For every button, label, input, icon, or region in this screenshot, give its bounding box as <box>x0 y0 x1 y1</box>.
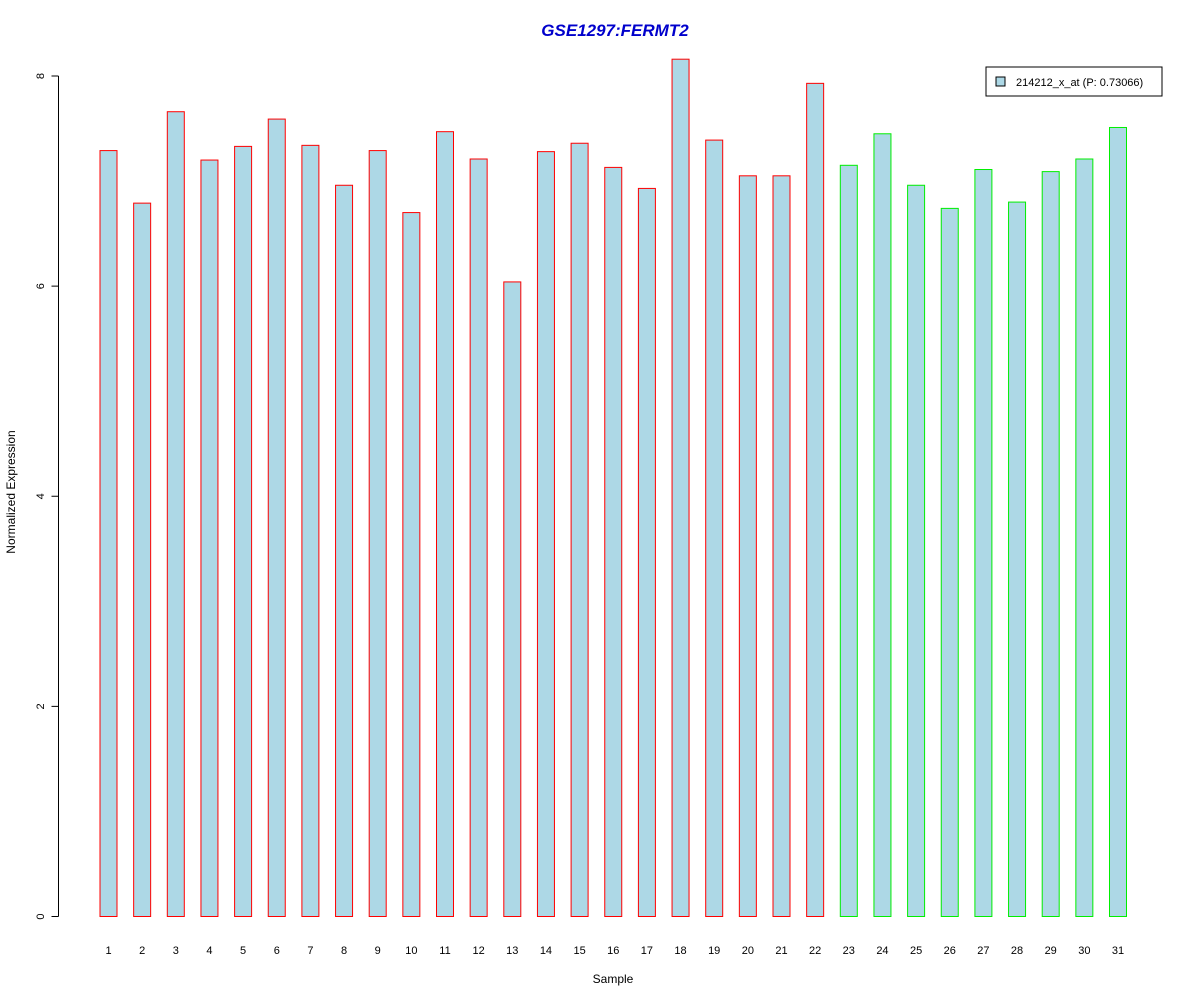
bar-sample-20 <box>738 175 757 917</box>
x-tick-label: 15 <box>573 945 585 957</box>
x-axis: 1 2 3 4 5 6 7 8 9 10 11 12 13 14 15 16 17 18 19 20 21 22 23 24 2… <box>105 945 1124 957</box>
x-tick-label: 9 <box>375 945 381 957</box>
x-tick-label: 21 <box>775 945 787 957</box>
bar-sample-15 <box>570 142 589 918</box>
x-axis-label: Sample <box>593 972 634 986</box>
x-tick-label: 13 <box>506 945 518 957</box>
x-tick-label: 29 <box>1045 945 1057 957</box>
bar-sample-23 <box>839 164 858 918</box>
x-tick-label: 10 <box>405 945 417 957</box>
x-tick-label: 25 <box>910 945 922 957</box>
bar-sample-22 <box>806 82 825 918</box>
bar-sample-28 <box>1008 201 1027 917</box>
x-tick-label: 3 <box>173 945 179 957</box>
bar-sample-11 <box>436 131 454 917</box>
bar-sample-2 <box>133 202 152 917</box>
bar-sample-17 <box>637 187 656 918</box>
x-tick-label: 30 <box>1078 945 1090 957</box>
bar-sample-1 <box>99 150 118 917</box>
bar-sample-18 <box>671 58 690 917</box>
chart-title: GSE1297:FERMT2 <box>541 21 689 40</box>
bar-sample-5 <box>234 145 253 917</box>
bar-sample-29 <box>1041 171 1060 918</box>
legend-box <box>985 66 1163 97</box>
bar-sample-21 <box>772 175 791 917</box>
bar-sample-25 <box>907 184 926 917</box>
bar-sample-13 <box>503 281 522 918</box>
x-tick-label: 19 <box>708 945 720 957</box>
y-axis-label: Normalized Expression <box>4 430 18 553</box>
x-tick-label: 16 <box>607 945 619 957</box>
bar-sample-27 <box>974 169 993 917</box>
bar-sample-26 <box>940 207 959 917</box>
bar-sample-8 <box>335 184 354 917</box>
x-tick-label: 14 <box>540 945 552 957</box>
bar-sample-19 <box>705 139 724 917</box>
legend: 214212_x_at (P: 0.73066) <box>985 66 1163 97</box>
legend-swatch <box>995 76 1006 87</box>
x-tick-label: 1 <box>105 945 111 957</box>
x-tick-label: 4 <box>206 945 212 957</box>
x-tick-label: 22 <box>809 945 821 957</box>
bar-sample-12 <box>469 158 488 917</box>
x-tick-label: 11 <box>439 945 450 957</box>
y-tick-label: 4 <box>35 493 47 499</box>
x-tick-label: 5 <box>240 945 246 957</box>
legend-entry-label: 214212_x_at (P: 0.73066) <box>1016 77 1143 89</box>
x-tick-label: 8 <box>341 945 347 957</box>
x-tick-label: 17 <box>641 945 653 957</box>
bar-sample-7 <box>301 144 320 917</box>
x-tick-label: 28 <box>1011 945 1023 957</box>
x-tick-label: 24 <box>876 945 888 957</box>
y-tick-label: 2 <box>35 703 47 709</box>
x-tick-label: 12 <box>473 945 485 957</box>
y-tick-label: 8 <box>35 73 47 79</box>
x-tick-label: 31 <box>1112 945 1124 957</box>
x-tick-label: 7 <box>307 945 313 957</box>
bar-sample-10 <box>402 212 421 917</box>
x-tick-label: 27 <box>977 945 989 957</box>
bar-sample-30 <box>1075 158 1094 917</box>
bar-sample-6 <box>267 118 286 917</box>
x-tick-label: 23 <box>843 945 855 957</box>
bar-sample-3 <box>166 111 185 918</box>
x-tick-label: 2 <box>139 945 145 957</box>
bar-sample-9 <box>368 150 387 917</box>
y-tick-label: 6 <box>35 283 47 289</box>
y-axis: 0 2 4 6 8 <box>35 73 59 920</box>
bar-sample-31 <box>1109 126 1127 918</box>
x-tick-label: 6 <box>274 945 280 957</box>
bar-sample-14 <box>536 151 555 917</box>
bar-sample-4 <box>200 159 219 918</box>
bar-sample-16 <box>604 166 623 917</box>
x-tick-label: 26 <box>944 945 956 957</box>
bar-sample-24 <box>873 133 892 917</box>
y-tick-label: 0 <box>35 913 47 919</box>
x-tick-label: 18 <box>674 945 686 957</box>
bars <box>99 58 1127 918</box>
x-tick-label: 20 <box>742 945 754 957</box>
